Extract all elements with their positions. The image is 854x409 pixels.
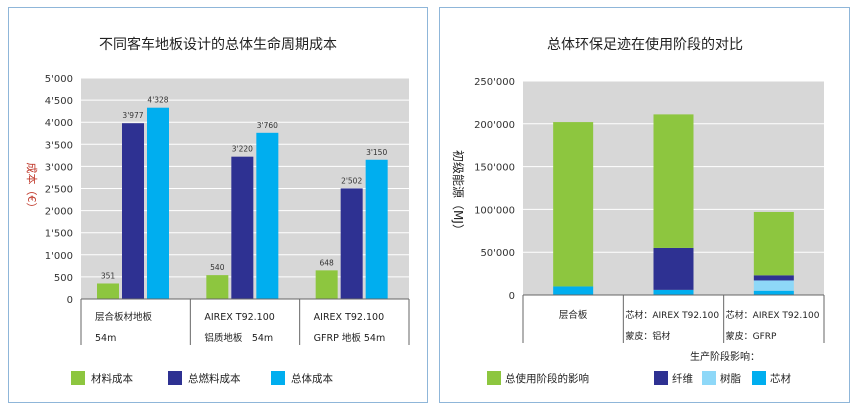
legend-swatch [752,371,766,385]
stack-seg-3-2 [653,247,694,290]
legend-label: 芯材 [770,372,791,385]
stack-seg-1-1 [553,286,594,295]
y-tick-label: 150'000 [474,163,515,174]
chart-title: 不同客车地板设计的总体生命周期成本 [99,36,337,53]
legend-label: 树脂 [720,372,741,385]
stack-seg-1-3 [753,290,794,295]
x-category-label: AIREX T92.100 [204,312,274,323]
legend-swatch [487,371,501,385]
y-axis-label: 成本（€） [25,163,39,214]
cost-chart: 不同客车地板设计的总体生命周期成本 0 500 1'000 1'500 2'000 2'50… [25,36,410,385]
stack-seg-4-3 [753,211,794,276]
stack-seg-2-3 [753,280,794,291]
legend-swatch [71,371,85,385]
x-category-label: 层合板材地板 [95,311,153,323]
bar-value-label: 2'502 [341,176,362,185]
bar-value-label: 648 [320,258,335,267]
legend-label: 材料成本 [91,372,133,385]
x-category-label: 芯材：AIREX T92.100 [726,309,820,321]
x-category-label: AIREX T92.100 [314,312,384,323]
bar-3-1 [147,107,169,300]
x-category-label: GFRP 地板 54m [314,332,386,344]
bar-2-1 [122,123,144,299]
legend-swatch [168,371,182,385]
y-tick-label: 100'000 [474,205,515,216]
cost-chart-panel: 不同客车地板设计的总体生命周期成本 0 500 1'000 1'500 2'000 2'50… [8,7,428,403]
bar-value-label: 3'220 [232,145,253,154]
chart-title: 总体环保足迹在使用阶段的对比 [547,36,743,53]
y-tick-label: 0 [509,291,515,302]
legend-swatch [702,371,716,385]
y-tick-label: 1'000 [45,251,73,262]
y-tick-label: 250'000 [474,77,515,88]
bar-value-label: 3'760 [257,121,278,130]
y-tick-label: 2'500 [45,185,73,196]
legend-label: 总燃料成本 [188,372,241,385]
y-tick-label: 200'000 [474,120,515,131]
bar-value-label: 3'150 [366,148,387,157]
legend-label: 总使用阶段的影响 [505,372,589,385]
y-tick-label: 5'000 [45,74,73,85]
bar-2-2 [231,156,254,299]
stack-seg-4-1 [553,122,594,287]
x-category-label: 54m [95,333,116,344]
bar-1-2 [206,275,229,299]
stack-seg-1-2 [653,289,694,295]
bar-value-label: 540 [210,263,225,272]
legend-swatch [654,371,668,385]
y-tick-label: 3'500 [45,140,73,151]
energy-chart-panel: 总体环保足迹在使用阶段的对比 0 50'000 100'000 150'000 200'0… [439,7,850,403]
x-category-label: 铝质地板 54m [204,332,273,344]
stack-seg-4-2 [653,114,694,248]
y-tick-label: 1'500 [45,229,73,240]
y-tick-label: 0 [67,295,73,306]
x-category-label: 芯材：AIREX T92.100 [625,309,719,321]
bar-2-3 [340,188,363,299]
bar-1-1 [97,283,119,299]
x-category-label: 蒙皮：铝材 [625,330,670,342]
y-tick-label: 2'000 [45,207,73,218]
legend-label: 纤维 [672,372,693,385]
y-tick-label: 4'500 [45,96,73,107]
stack-seg-3-3 [753,275,794,281]
legend-label: 总体成本 [291,372,333,385]
x-category-label: 层合板 [559,309,588,321]
bar-value-label: 351 [101,271,116,280]
y-tick-label: 50'000 [480,248,515,259]
bar-value-label: 3'977 [122,111,143,120]
bar-1-3 [315,270,338,299]
legend-swatch [271,371,285,385]
energy-chart: 总体环保足迹在使用阶段的对比 0 50'000 100'000 150'000 200'0… [451,36,825,385]
x-category-label: 蒙皮：GFRP [726,330,777,342]
y-axis-label: 初级能源（MJ） [451,150,465,236]
y-tick-label: 3'000 [45,162,73,173]
bar-value-label: 4'328 [147,96,168,105]
legend-caption: 生产阶段影响： [690,350,760,363]
y-tick-label: 4'000 [45,118,73,129]
y-tick-label: 500 [54,273,73,284]
bar-3-2 [256,132,279,299]
bar-3-3 [365,159,388,299]
